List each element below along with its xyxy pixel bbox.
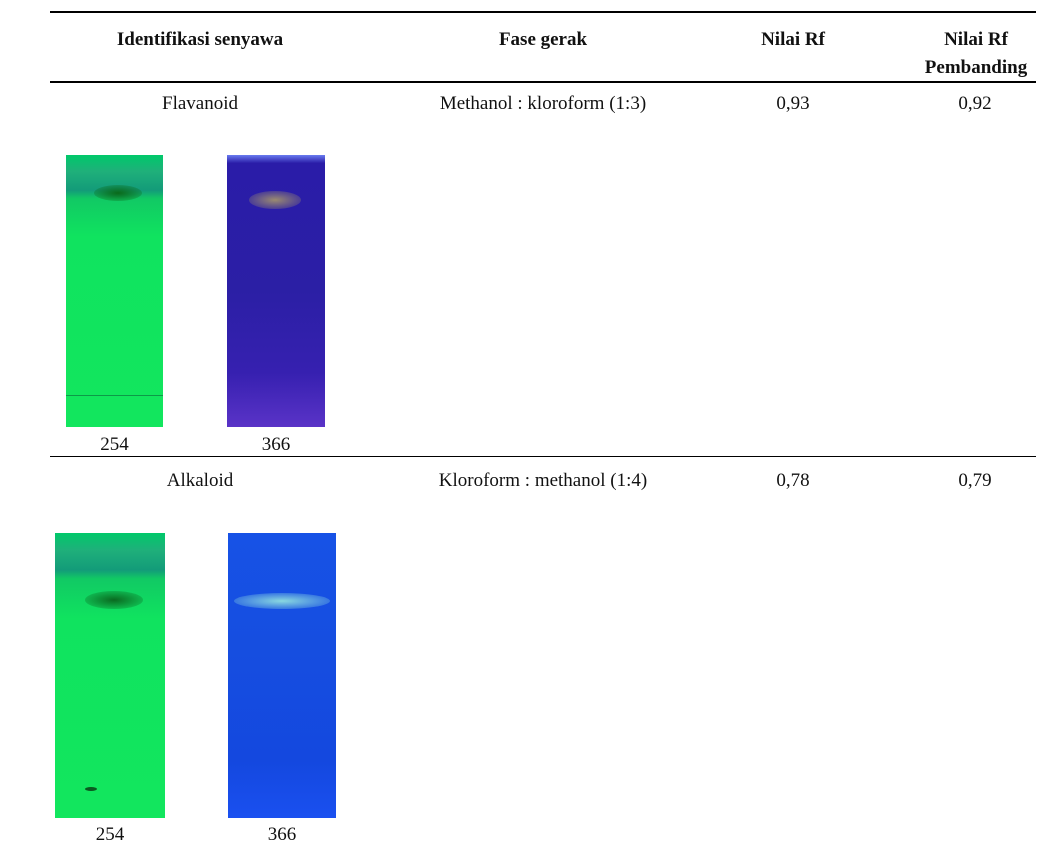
header-cell: Fase gerak bbox=[443, 26, 643, 54]
origin-dot bbox=[85, 787, 97, 791]
tlc-plate-254 bbox=[66, 155, 163, 427]
tlc-plate-366 bbox=[228, 533, 336, 818]
spot bbox=[85, 591, 143, 609]
rf-value: 0,93 bbox=[733, 86, 853, 122]
rf-value: 0,78 bbox=[733, 463, 853, 499]
header-cell: Nilai Rf bbox=[733, 26, 853, 54]
mobile-phase: Methanol : kloroform (1:3) bbox=[433, 86, 653, 122]
plate-label: 366 bbox=[228, 817, 336, 846]
compound: Flavanoid bbox=[50, 86, 350, 122]
tlc-plate-254 bbox=[55, 533, 165, 818]
header-cell: Identifikasi senyawa bbox=[50, 26, 350, 54]
header-rule bbox=[50, 81, 1036, 83]
spot bbox=[249, 191, 301, 209]
mobile-phase: Kloroform : methanol (1:4) bbox=[433, 463, 653, 499]
plate-label: 366 bbox=[227, 427, 325, 463]
plate-label: 254 bbox=[66, 427, 163, 463]
row-rule bbox=[50, 456, 1036, 457]
tlc-plate-366 bbox=[227, 155, 325, 427]
plate-label: 254 bbox=[55, 817, 165, 846]
table-top-rule bbox=[50, 11, 1036, 13]
header-cell: Nilai Rf Pembanding bbox=[920, 26, 1032, 82]
spot bbox=[234, 593, 330, 609]
page: Identifikasi senyawa Fase gerak Nilai Rf… bbox=[0, 0, 1046, 846]
rf-reference: 0,92 bbox=[915, 86, 1035, 122]
compound: Alkaloid bbox=[50, 463, 350, 499]
rf-reference: 0,79 bbox=[915, 463, 1035, 499]
spot bbox=[94, 185, 142, 201]
origin-line bbox=[66, 395, 163, 396]
